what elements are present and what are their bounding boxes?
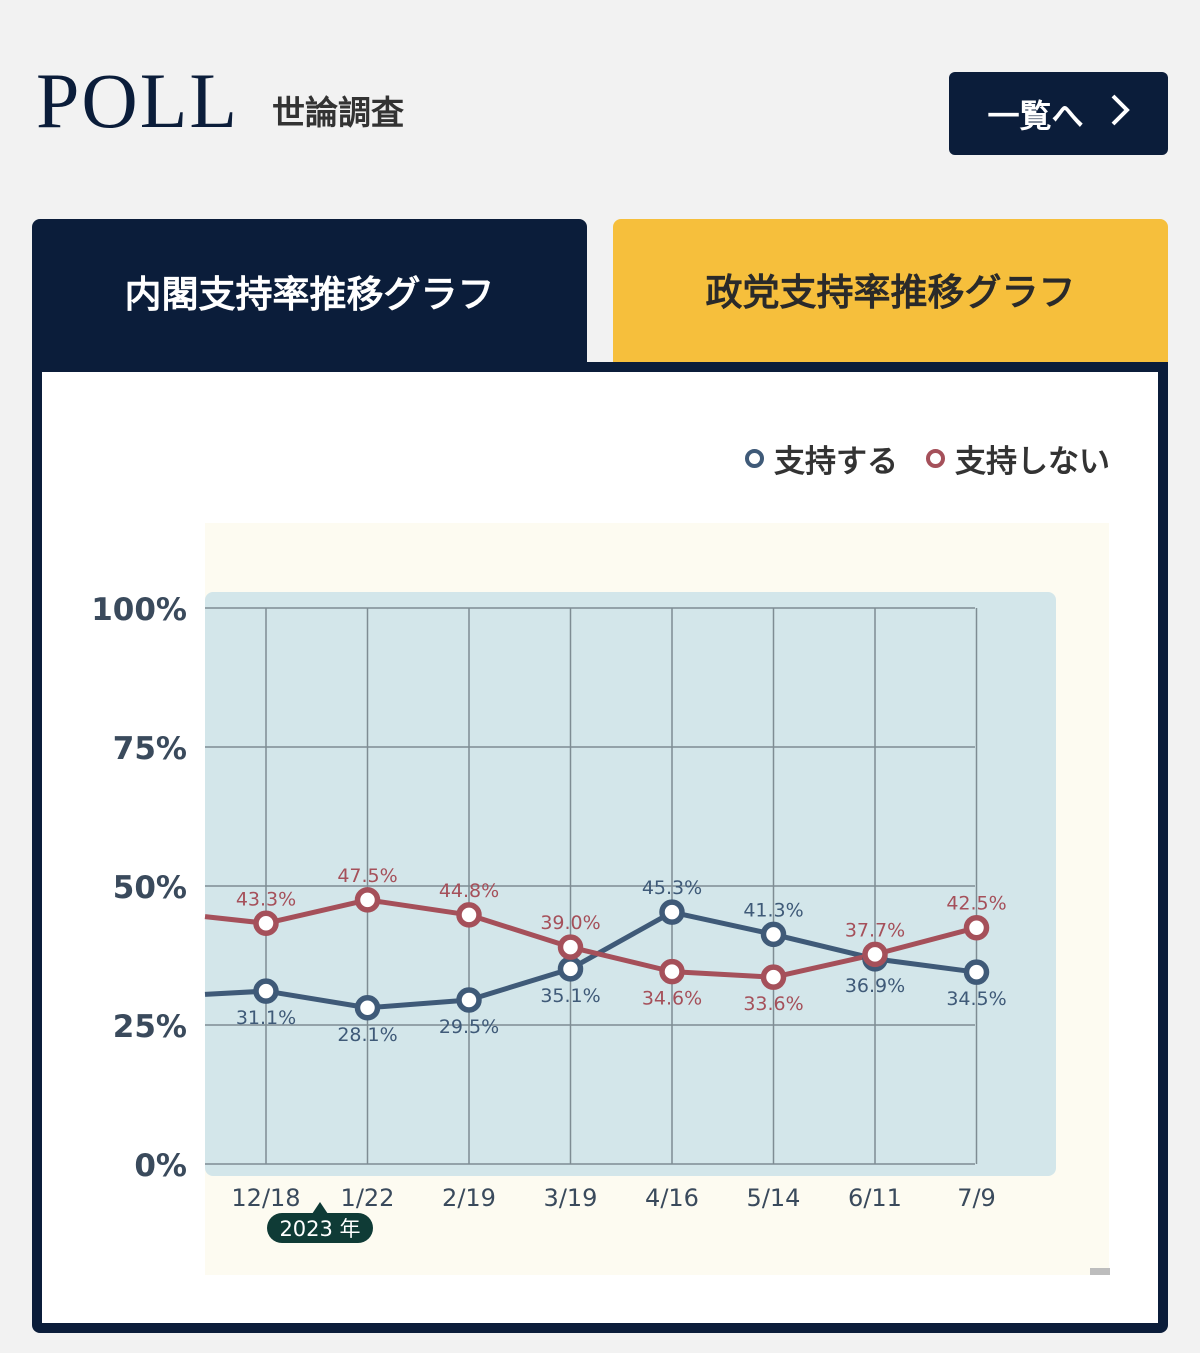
plot-area-bg bbox=[205, 592, 1056, 1176]
y-tick-label: 75% bbox=[113, 731, 187, 767]
data-label-support: 31.1% bbox=[236, 1007, 296, 1029]
x-tick-label: 3/19 bbox=[544, 1184, 598, 1212]
data-label-nonsupport: 43.3% bbox=[236, 888, 296, 910]
legend-item-nonsupport: 支持しない bbox=[926, 436, 1110, 481]
tab-cabinet-approval[interactable]: 内閣支持率推移グラフ bbox=[32, 219, 587, 369]
legend-label-support: 支持する bbox=[774, 444, 898, 480]
data-point-nonsupport bbox=[354, 887, 381, 913]
chevron-right-icon bbox=[1110, 93, 1130, 135]
y-tick-label: 50% bbox=[113, 870, 187, 906]
data-point-nonsupport bbox=[862, 941, 888, 968]
data-point-nonsupport bbox=[963, 914, 990, 941]
tab-party-approval[interactable]: 政党支持率推移グラフ bbox=[613, 219, 1168, 365]
year-marker-label: 2023 年 bbox=[279, 1217, 360, 1241]
data-point-support bbox=[760, 921, 787, 948]
data-label-nonsupport: 42.5% bbox=[946, 893, 1006, 915]
legend-label-nonsupport: 支持しない bbox=[955, 444, 1110, 480]
data-point-support bbox=[354, 995, 381, 1021]
chart-legend: 支持する 支持しない bbox=[745, 436, 1110, 481]
data-point-nonsupport bbox=[456, 902, 482, 928]
year-marker-pill bbox=[267, 1213, 373, 1243]
x-tick-label: 2/19 bbox=[442, 1184, 496, 1212]
data-point-support bbox=[456, 987, 482, 1013]
legend-marker-support bbox=[745, 449, 764, 468]
data-label-support: 45.3% bbox=[642, 877, 702, 899]
data-point-nonsupport bbox=[253, 910, 279, 937]
data-point-support bbox=[253, 978, 279, 1004]
x-tick-label: 7/9 bbox=[957, 1184, 996, 1212]
tab-party-approval-label: 政党支持率推移グラフ bbox=[705, 271, 1076, 314]
view-list-label: 一覧へ bbox=[987, 96, 1084, 135]
data-label-support: 34.5% bbox=[946, 988, 1006, 1010]
chart-scroll-handle[interactable] bbox=[1090, 1268, 1110, 1275]
legend-item-support: 支持する bbox=[745, 436, 898, 481]
data-label-nonsupport: 44.8% bbox=[439, 880, 499, 902]
x-tick-label: 4/16 bbox=[645, 1184, 699, 1212]
year-marker-pointer bbox=[312, 1202, 328, 1214]
page-subtitle: 世論調査 bbox=[272, 93, 404, 132]
data-label-support: 28.1% bbox=[337, 1024, 397, 1046]
y-tick-label: 100% bbox=[91, 592, 187, 628]
data-label-support: 41.3% bbox=[743, 899, 803, 921]
x-tick-label: 12/18 bbox=[231, 1184, 300, 1212]
x-tick-label: 1/22 bbox=[341, 1184, 395, 1212]
line-chart: 0% 25% 50% 75% 100% 12/18 1/22 2/19 3/19 4/16 5/14… bbox=[91, 523, 1109, 1275]
data-label-nonsupport: 47.5% bbox=[337, 865, 397, 887]
view-list-button[interactable]: 一覧へ bbox=[949, 72, 1168, 155]
data-point-nonsupport bbox=[557, 934, 584, 960]
data-label-support: 35.1% bbox=[540, 985, 600, 1007]
data-point-support bbox=[659, 899, 685, 925]
x-tick-label: 6/11 bbox=[848, 1184, 902, 1212]
data-point-support bbox=[963, 959, 990, 985]
page-title: POLL bbox=[36, 57, 239, 144]
data-point-nonsupport bbox=[659, 958, 685, 985]
data-point-nonsupport bbox=[760, 964, 787, 990]
data-label-support: 36.9% bbox=[845, 975, 905, 997]
data-label-support: 29.5% bbox=[439, 1016, 499, 1038]
tab-cabinet-approval-label: 内閣支持率推移グラフ bbox=[124, 273, 495, 316]
legend-marker-nonsupport bbox=[926, 449, 945, 468]
data-label-nonsupport: 39.0% bbox=[540, 912, 600, 934]
y-tick-label: 25% bbox=[113, 1009, 187, 1045]
x-tick-label: 5/14 bbox=[747, 1184, 801, 1212]
data-label-nonsupport: 34.6% bbox=[642, 988, 702, 1010]
data-label-nonsupport: 37.7% bbox=[845, 919, 905, 941]
data-point-support bbox=[557, 956, 584, 982]
data-label-nonsupport: 33.6% bbox=[743, 993, 803, 1015]
y-tick-label: 0% bbox=[134, 1148, 187, 1184]
